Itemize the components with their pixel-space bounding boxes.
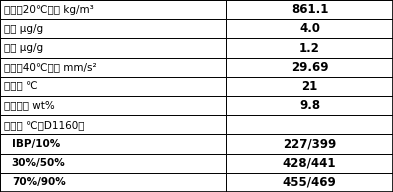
Text: 70%/90%: 70%/90% bbox=[12, 177, 66, 187]
Text: 倒点， ℃: 倒点， ℃ bbox=[4, 81, 38, 91]
Text: 21: 21 bbox=[301, 80, 318, 93]
Bar bbox=[226, 154, 393, 173]
Text: 1.2: 1.2 bbox=[299, 41, 320, 55]
Bar bbox=[226, 134, 393, 154]
Bar bbox=[226, 96, 393, 115]
Bar bbox=[0, 154, 226, 173]
Text: 氮， μg/g: 氮， μg/g bbox=[4, 43, 43, 53]
Bar bbox=[0, 115, 226, 134]
Text: 馏程， ℃（D1160）: 馏程， ℃（D1160） bbox=[4, 120, 84, 130]
Text: 4.0: 4.0 bbox=[299, 22, 320, 35]
Text: 粘度（40℃）， mm/s²: 粘度（40℃）， mm/s² bbox=[4, 62, 97, 72]
Bar bbox=[226, 173, 393, 192]
Text: IBP/10%: IBP/10% bbox=[12, 139, 60, 149]
Bar bbox=[226, 0, 393, 19]
Bar bbox=[0, 96, 226, 115]
Bar bbox=[0, 134, 226, 154]
Text: 9.8: 9.8 bbox=[299, 99, 320, 112]
Text: 455/469: 455/469 bbox=[283, 176, 336, 189]
Bar bbox=[0, 77, 226, 96]
Bar bbox=[226, 115, 393, 134]
Text: 蜡含量， wt%: 蜡含量， wt% bbox=[4, 101, 55, 111]
Bar bbox=[0, 173, 226, 192]
Bar bbox=[0, 58, 226, 77]
Bar bbox=[226, 19, 393, 38]
Bar bbox=[226, 58, 393, 77]
Bar bbox=[0, 19, 226, 38]
Bar bbox=[226, 77, 393, 96]
Text: 29.69: 29.69 bbox=[291, 61, 328, 74]
Text: 硫， μg/g: 硫， μg/g bbox=[4, 24, 43, 34]
Bar bbox=[0, 38, 226, 58]
Text: 227/399: 227/399 bbox=[283, 137, 336, 151]
Text: 861.1: 861.1 bbox=[291, 3, 328, 16]
Text: 密度（20℃）， kg/m³: 密度（20℃）， kg/m³ bbox=[4, 5, 94, 15]
Text: 30%/50%: 30%/50% bbox=[12, 158, 66, 168]
Text: 428/441: 428/441 bbox=[283, 157, 336, 170]
Bar bbox=[226, 38, 393, 58]
Bar bbox=[0, 0, 226, 19]
